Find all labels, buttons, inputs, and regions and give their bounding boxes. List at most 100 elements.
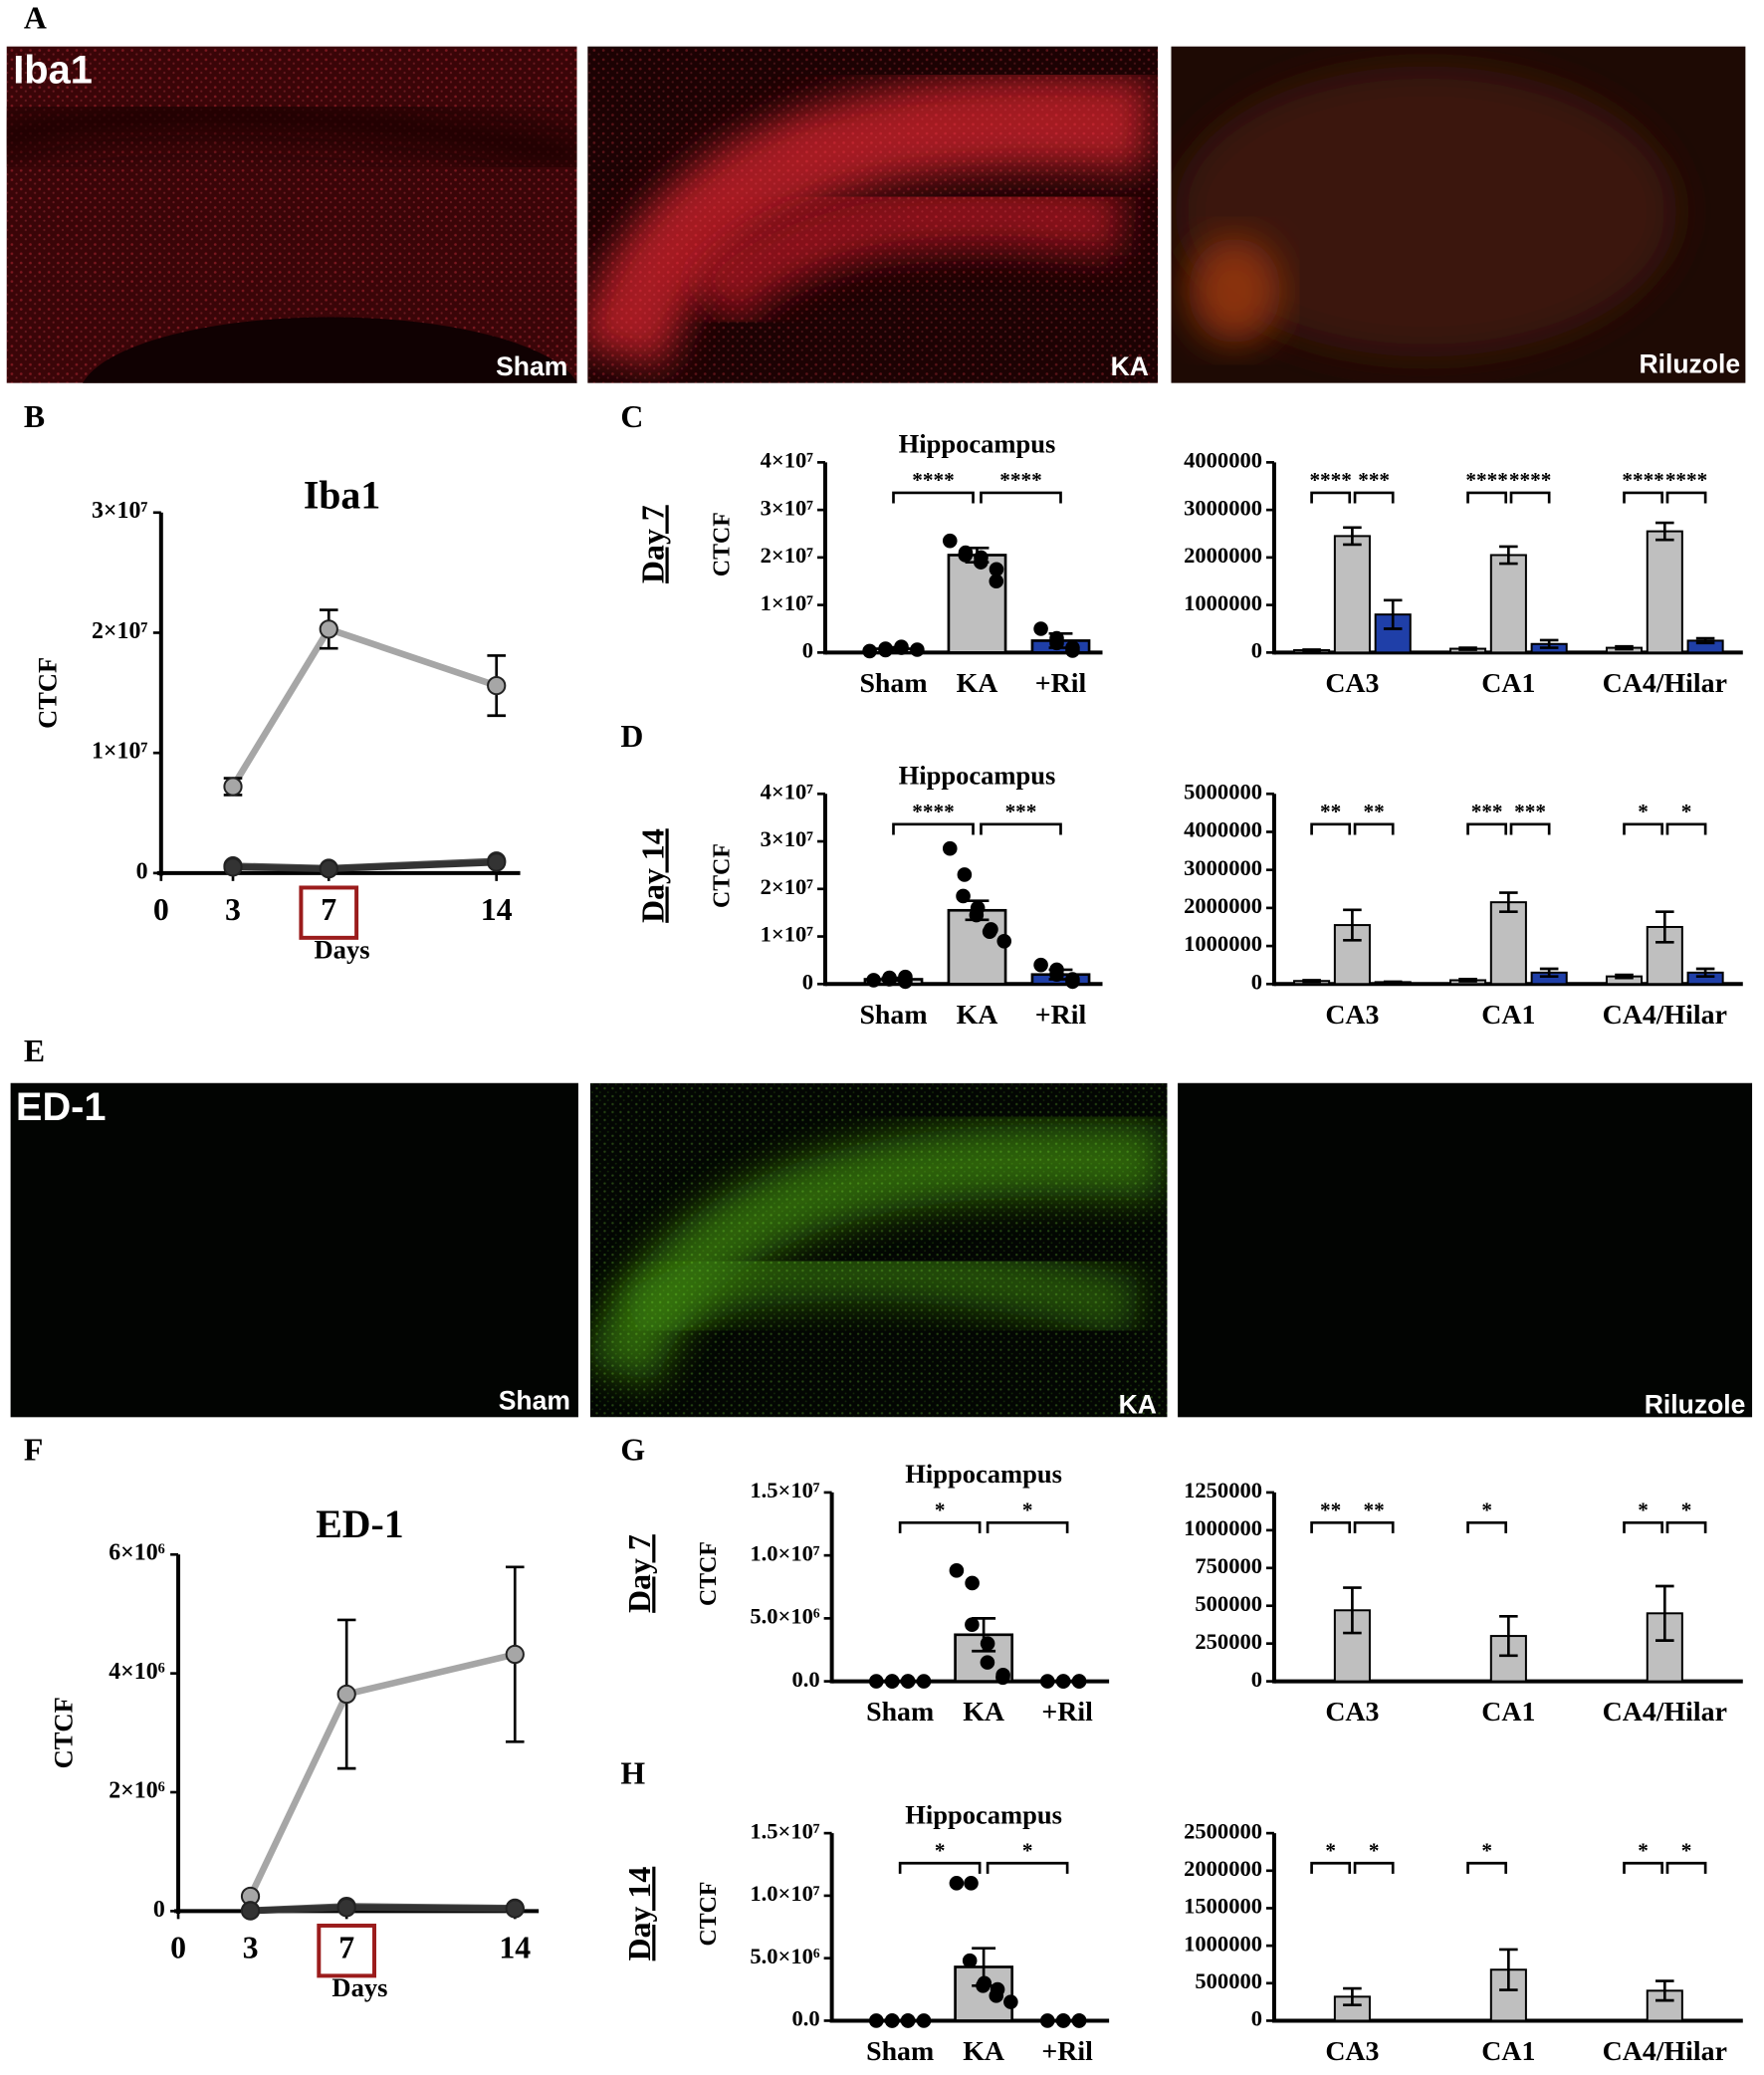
y-tick-label: 3×10⁷	[761, 495, 814, 520]
significance-label: ****	[1665, 468, 1707, 492]
data-point	[942, 533, 958, 549]
significance-bracket	[898, 1520, 982, 1533]
y-tick-label: 1.5×10⁷	[750, 1478, 820, 1502]
y-tick-label: 0	[1251, 969, 1262, 994]
data-point	[969, 907, 985, 923]
data-point	[884, 1674, 900, 1689]
series-line	[230, 624, 498, 789]
panel-label: G	[620, 1432, 645, 1467]
significance-label: ****	[1622, 468, 1663, 492]
significance-bracket	[1466, 491, 1508, 504]
data-point	[958, 548, 974, 563]
y-tick-label: 1×10⁷	[761, 922, 814, 947]
significance-label: *	[935, 1499, 946, 1522]
y-tick-label: 1.5×10⁷	[750, 1818, 820, 1843]
x-tick-label: 3	[225, 892, 241, 927]
x-tick-label: +Ril	[1035, 668, 1087, 699]
y-axis-label: CTCF	[696, 1882, 722, 1947]
data-point	[916, 1674, 932, 1689]
data-point	[989, 574, 1004, 589]
y-tick-label: 5.0×10⁶	[750, 1604, 820, 1629]
x-tick-label: KA	[963, 2036, 1004, 2067]
data-point	[989, 1988, 1004, 2003]
significance-bracket	[1353, 491, 1395, 504]
panel-label: B	[24, 399, 45, 434]
significance-label: *	[1638, 1499, 1649, 1522]
significance-label: **	[1320, 800, 1341, 823]
data-point	[980, 1655, 995, 1670]
point	[223, 777, 243, 797]
bar	[1489, 901, 1527, 986]
x-tick-label: CA4/Hilar	[1603, 1000, 1727, 1031]
significance-bracket	[980, 822, 1062, 835]
data-point	[868, 2013, 884, 2028]
micrograph	[10, 1082, 578, 1418]
significance-bracket	[980, 491, 1062, 504]
bar	[1333, 535, 1371, 654]
point	[487, 675, 507, 696]
x-tick-label: CA3	[1325, 1697, 1379, 1728]
x-tick-label: CA1	[1481, 1000, 1535, 1031]
y-axis-label: CTCF	[32, 657, 62, 729]
x-axis-label: Days	[315, 935, 370, 965]
point	[487, 852, 507, 872]
data-point	[965, 1575, 980, 1591]
x-tick-label: Sham	[866, 1697, 934, 1728]
stain-label: ED-1	[16, 1085, 107, 1129]
micrograph	[1178, 1082, 1753, 1418]
y-tick-label: 6×10⁶	[109, 1540, 165, 1566]
x-tick-label: 0	[170, 1930, 186, 1964]
panel-label: A	[24, 1, 47, 36]
y-tick-label: 3×10⁷	[761, 826, 814, 851]
significance-label: *	[1638, 800, 1649, 823]
data-point	[1033, 957, 1048, 973]
significance-label: **	[1320, 1499, 1341, 1522]
data-point	[1071, 2013, 1087, 2028]
significance-bracket	[1509, 822, 1551, 835]
y-tick-label: 0.0	[791, 2006, 819, 2031]
condition-label: Sham	[496, 351, 567, 381]
y-tick-label: 1.0×10⁷	[750, 1540, 820, 1565]
y-tick-label: 2×10⁷	[761, 874, 814, 899]
x-tick-label: CA4/Hilar	[1603, 2036, 1727, 2067]
data-point	[982, 924, 997, 940]
point	[223, 857, 243, 877]
y-tick-label: 0	[136, 858, 148, 884]
x-tick-label: Sham	[859, 668, 927, 699]
condition-label: KA	[1111, 351, 1149, 381]
x-tick-label: 14	[499, 1930, 531, 1964]
significance-label: ***	[1358, 468, 1390, 492]
highlight-box	[299, 885, 359, 940]
data-point	[1055, 2013, 1071, 2028]
y-tick-label: 0	[1251, 2006, 1262, 2031]
significance-bracket	[1353, 1520, 1395, 1533]
x-tick-label: CA1	[1481, 1697, 1535, 1728]
x-tick-label: CA3	[1325, 2036, 1379, 2067]
y-tick-label: 2×10⁷	[92, 618, 148, 644]
y-tick-label: 1000000	[1184, 931, 1262, 956]
y-tick-label: 0	[153, 1897, 165, 1923]
highlight-box	[317, 1923, 377, 1978]
y-axis-label: CTCF	[48, 1697, 78, 1768]
y-tick-label: 0	[1251, 638, 1262, 663]
significance-label: *	[1481, 1499, 1492, 1522]
data-point	[1039, 1674, 1055, 1689]
y-tick-label: 1000000	[1184, 1931, 1262, 1956]
y-tick-label: 3×10⁷	[92, 498, 148, 524]
x-tick-label: +Ril	[1041, 2036, 1093, 2067]
x-tick-label: CA3	[1325, 1000, 1379, 1031]
significance-label: **	[1364, 1499, 1385, 1522]
y-tick-label: 2000000	[1184, 543, 1262, 568]
micrograph	[587, 46, 1159, 383]
y-axis-label: CTCF	[709, 843, 735, 908]
x-tick-label: CA4/Hilar	[1603, 1697, 1727, 1728]
data-point	[973, 555, 989, 570]
panel-label: C	[620, 399, 643, 434]
x-tick-label: KA	[963, 1697, 1004, 1728]
side-label: Day 14	[622, 1867, 657, 1961]
significance-label: *	[1681, 1839, 1692, 1863]
y-tick-label: 4×10⁷	[761, 779, 814, 804]
data-point	[949, 1563, 965, 1578]
data-point	[965, 1617, 980, 1632]
significance-bracket	[986, 1520, 1069, 1533]
